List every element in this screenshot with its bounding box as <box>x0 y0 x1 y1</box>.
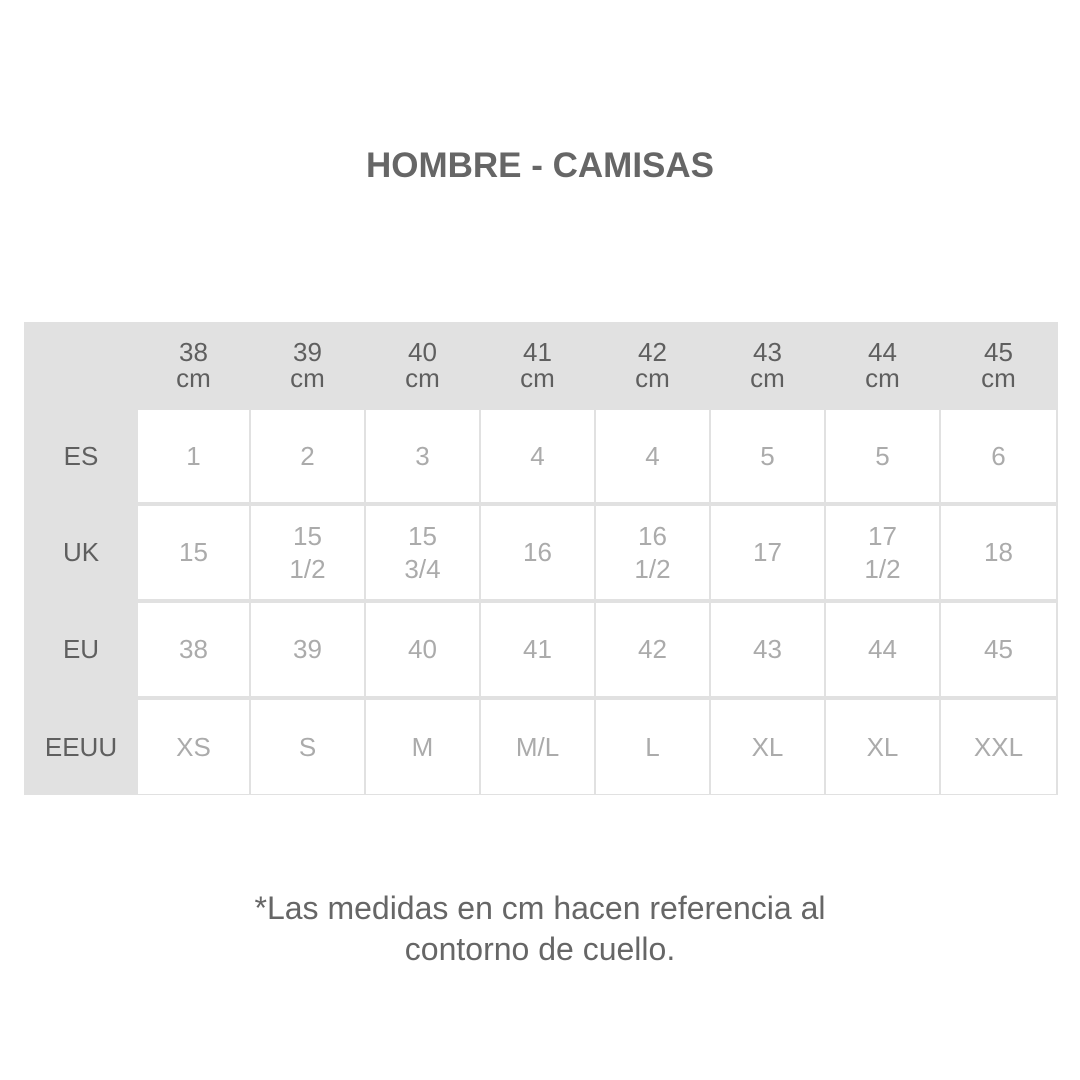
table-cell: 43 <box>711 603 824 696</box>
table-cell: M <box>366 700 479 794</box>
row-label: EEUU <box>44 731 118 762</box>
table-cell: 1 <box>138 410 249 502</box>
column-header: 44 cm <box>865 337 900 393</box>
table-cell: 38 <box>138 603 249 696</box>
column-header: 40 cm <box>405 337 440 393</box>
table-cell: 41 <box>481 603 594 696</box>
table-cell: XL <box>826 700 939 794</box>
table-cell: M/L <box>481 700 594 794</box>
table-cell: XL <box>711 700 824 794</box>
table-cell: 2 <box>251 410 364 502</box>
table-cell: 17 <box>711 506 824 599</box>
table-cell: 42 <box>596 603 709 696</box>
table-cell: 44 <box>826 603 939 696</box>
table-cell: 15 1/2 <box>251 506 364 599</box>
column-header: 38 cm <box>176 337 211 393</box>
column-header: 43 cm <box>750 337 785 393</box>
table-cell: XS <box>138 700 249 794</box>
table-cell: 3 <box>366 410 479 502</box>
table-cell: 40 <box>366 603 479 696</box>
row-label: UK <box>62 537 100 567</box>
table-cell: 18 <box>941 506 1056 599</box>
table-cell: 17 1/2 <box>826 506 939 599</box>
row-label: ES <box>63 440 99 471</box>
page-title: HOMBRE - CAMISAS <box>365 146 715 185</box>
table-cell: 4 <box>481 410 594 502</box>
table-cell: L <box>596 700 709 794</box>
row-label: EU <box>62 634 100 664</box>
table-cell: 15 <box>138 506 249 599</box>
table-cell: 4 <box>596 410 709 502</box>
column-header: 39 cm <box>290 337 325 393</box>
size-table: 38 cm 39 cm 40 cm 41 cm 42 cm 43 cm 44 cm 45 cm… <box>24 322 1058 795</box>
table-cell: 5 <box>711 410 824 502</box>
table-cell: 45 <box>941 603 1056 696</box>
table-cell: 16 1/2 <box>596 506 709 599</box>
column-header: 41 cm <box>520 337 555 393</box>
table-cell: XXL <box>941 700 1056 794</box>
table-cell: 6 <box>941 410 1056 502</box>
column-header: 45 cm <box>981 337 1016 393</box>
footnote: *Las medidas en cm hacen referencia al c… <box>254 890 826 967</box>
table-cell: 15 3/4 <box>366 506 479 599</box>
table-cell: 5 <box>826 410 939 502</box>
column-header: 42 cm <box>635 337 670 393</box>
table-cell: 39 <box>251 603 364 696</box>
table-cell: S <box>251 700 364 794</box>
table-cell: 16 <box>481 506 594 599</box>
